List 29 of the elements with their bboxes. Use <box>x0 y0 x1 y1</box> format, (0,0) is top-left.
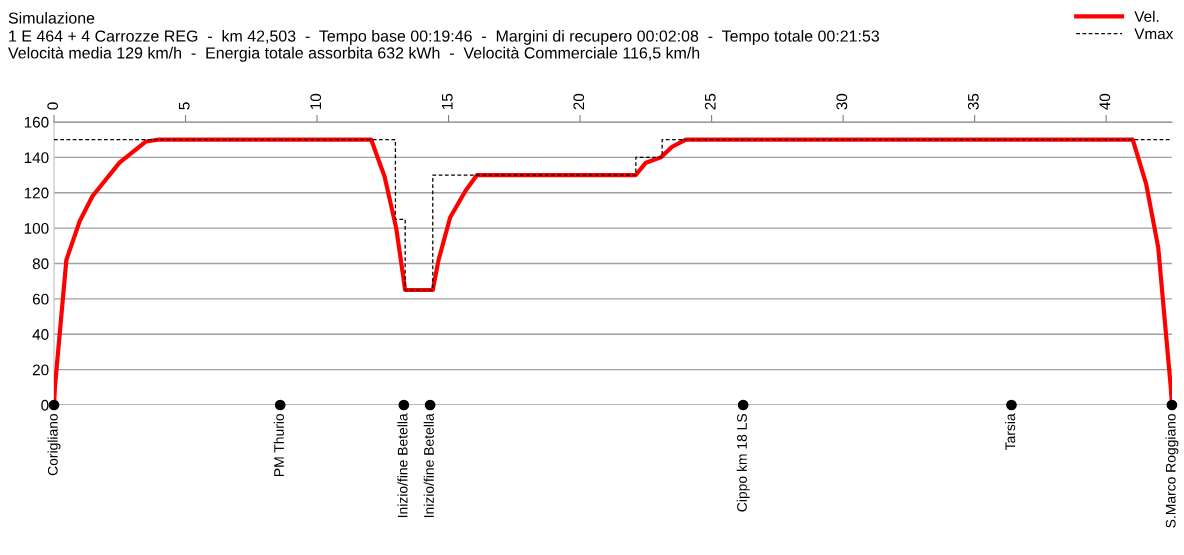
y-tick-label: 160 <box>24 116 49 128</box>
y-tick-label: 40 <box>32 329 49 340</box>
y-tick-label: 140 <box>24 152 49 164</box>
y-tick-label: 0 <box>41 399 49 411</box>
y-tick-label: 20 <box>32 364 49 376</box>
y-tick-label: 120 <box>24 187 49 199</box>
y-tick-label: 100 <box>24 222 49 234</box>
x-tick-label: 40 <box>1099 93 1111 110</box>
x-tick-label: 35 <box>967 93 979 110</box>
x-tick-label: 0 <box>47 102 59 110</box>
annotation: Tarsia <box>1004 413 1016 451</box>
annotation: Inizio/fine Betella <box>397 413 408 518</box>
y-tick-label: 60 <box>32 293 49 305</box>
annotation: PM Thurio <box>273 413 284 477</box>
x-tick-label: 10 <box>310 93 322 110</box>
chart-subtitle: 1 E 464 + 4 Carrozze REG - km 42,503 - Tempo base 00:19:46 - Margini di recupero 00:02:08 - Tempo totale 00:21:53 Velocità media 129 km/h - Energia totale assorbita 632 kWh - Velocità Commerciale 116,5 km/h <box>8 30 880 62</box>
legend-label: Vel. <box>1134 10 1159 22</box>
y-tick-label: 80 <box>32 258 49 270</box>
annotation: Cippo km 18 LS <box>736 413 750 512</box>
x-tick-label: 15 <box>442 93 453 110</box>
x-tick-label: 5 <box>178 102 190 110</box>
annotation: Corigliano <box>47 413 61 476</box>
legend-label: Vmax <box>1134 28 1174 40</box>
annotation: Inizio/fine Betella <box>423 413 434 518</box>
chart-title: Simulazione <box>8 12 95 24</box>
x-tick-label: 20 <box>573 93 585 110</box>
x-tick-label: 30 <box>836 93 848 110</box>
x-tick-label: 25 <box>704 93 716 110</box>
annotation: S.Marco Roggiano <box>1165 413 1179 528</box>
